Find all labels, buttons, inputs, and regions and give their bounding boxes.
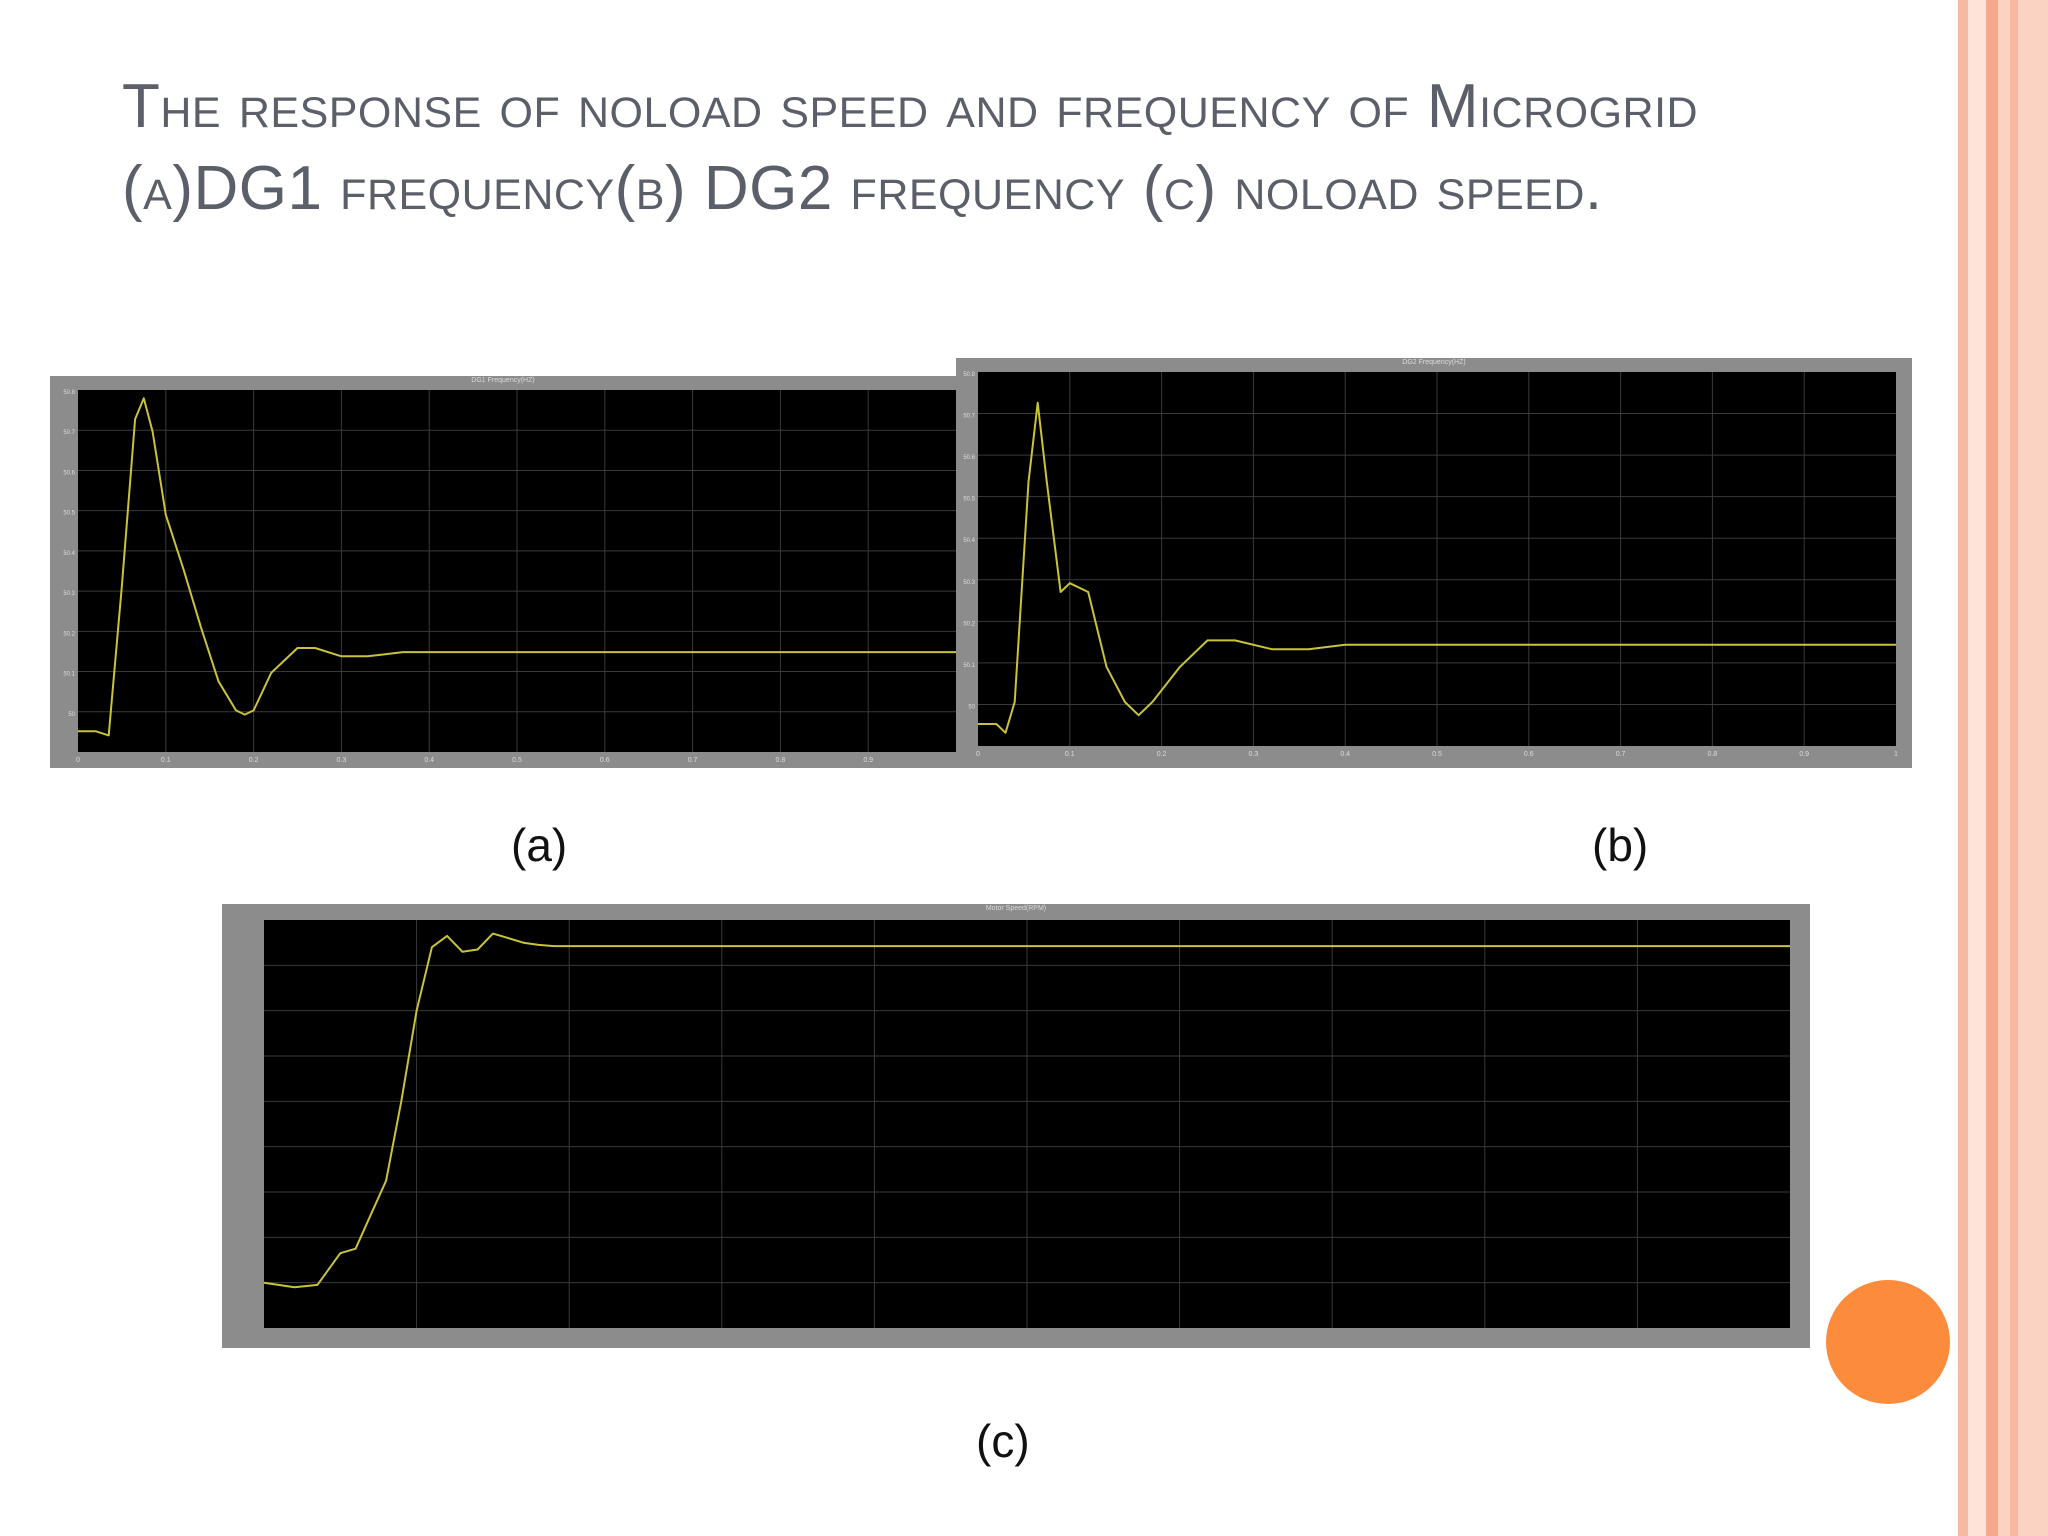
x-tick-label: 0.4 — [424, 757, 434, 764]
y-tick-label: 50.4 — [963, 538, 975, 544]
y-tick-label: 50.3 — [963, 580, 975, 586]
y-tick-label: 50 — [968, 704, 975, 710]
border-stripe-5 — [2010, 0, 2018, 1536]
x-tick-label: 0.4 — [1340, 751, 1350, 758]
chart-dg1-frequency: 0 0.1 0.2 0.3 0.4 0.5 0.6 0.7 0.8 0.9 50.8 50.7 50.6… — [63, 390, 956, 764]
slide-title: The response of noload speed and frequen… — [122, 72, 1699, 223]
x-tick-label: 0.9 — [1799, 751, 1809, 758]
series-line — [78, 397, 956, 737]
y-tick-label: 50.5 — [63, 511, 75, 517]
border-stripe-4 — [1998, 0, 2010, 1536]
x-tick-label: 0.3 — [1249, 751, 1259, 758]
border-stripe-1 — [1958, 0, 1968, 1536]
chart-dg2-frequency: 0 0.1 0.2 0.3 0.4 0.5 0.6 0.7 0.8 0.9 1 50.8 50.7 50.… — [963, 372, 1898, 758]
border-stripe-6 — [2018, 0, 2048, 1536]
y-tick-label: 50.1 — [963, 663, 975, 669]
x-tick-label: 0.5 — [512, 757, 522, 764]
x-tick-label: 0.1 — [161, 757, 171, 764]
x-tick-label: 0.7 — [688, 757, 698, 764]
border-stripe-2 — [1968, 0, 1986, 1536]
y-tick-label: 50.7 — [963, 414, 975, 420]
series-line — [263, 932, 1790, 1289]
x-tick-label: 0.8 — [776, 757, 786, 764]
y-tick-label: 50.5 — [963, 497, 975, 503]
y-tick-label: 50.8 — [963, 372, 975, 378]
x-tick-label: 0.6 — [600, 757, 610, 764]
y-tick-label: 50.2 — [963, 621, 975, 627]
decorative-orange-dot — [1826, 1280, 1950, 1404]
x-tick-label: 0.7 — [1616, 751, 1626, 758]
y-tick-label: 50.4 — [63, 551, 75, 557]
x-tick-label: 0.9 — [863, 757, 873, 764]
series-line — [978, 401, 1896, 734]
x-tick-label: 0 — [76, 757, 80, 764]
y-tick-label: 50 — [68, 712, 75, 718]
y-tick-label: 50.2 — [63, 631, 75, 637]
caption-a: (a) — [511, 819, 568, 871]
x-tick-label: 0.1 — [1065, 751, 1075, 758]
border-stripe-3 — [1986, 0, 1998, 1536]
x-tick-label: 0.2 — [249, 757, 259, 764]
x-tick-label: 0.3 — [337, 757, 347, 764]
x-tick-label: 0.2 — [1157, 751, 1167, 758]
caption-c: (c) — [976, 1415, 1030, 1467]
caption-b: (b) — [1592, 819, 1649, 871]
x-tick-label: 0.6 — [1524, 751, 1534, 758]
y-tick-label: 50.8 — [63, 390, 75, 396]
x-tick-label: 0.8 — [1708, 751, 1718, 758]
scope-dg1-frequency: DG1 Frequency(HZ) 0 0.1 0.2 0.3 0.4 0.5 0.6 0.7… — [50, 376, 956, 768]
x-tick-label: 0 — [976, 751, 980, 758]
chart-motor-speed — [263, 920, 1790, 1328]
scope-motor-speed: Motor Speed(RPM) — [222, 904, 1810, 1348]
x-tick-label: 1 — [1894, 751, 1898, 758]
chart-title: Motor Speed(RPM) — [985, 905, 1047, 912]
x-tick-label: 0.5 — [1432, 751, 1442, 758]
y-tick-label: 50.6 — [63, 470, 75, 476]
scope-dg2-frequency: DG2 Frequency(HZ) 0 0.1 0.2 0.3 0.4 0.5 0.6 0.7… — [956, 358, 1912, 768]
y-tick-label: 50.3 — [63, 591, 75, 597]
y-tick-label: 50.7 — [63, 430, 75, 436]
chart-title: DG1 Frequency(HZ) — [471, 377, 535, 384]
y-tick-label: 50.1 — [63, 672, 75, 678]
y-tick-label: 50.6 — [963, 455, 975, 461]
chart-title: DG2 Frequency(HZ) — [1402, 359, 1466, 366]
